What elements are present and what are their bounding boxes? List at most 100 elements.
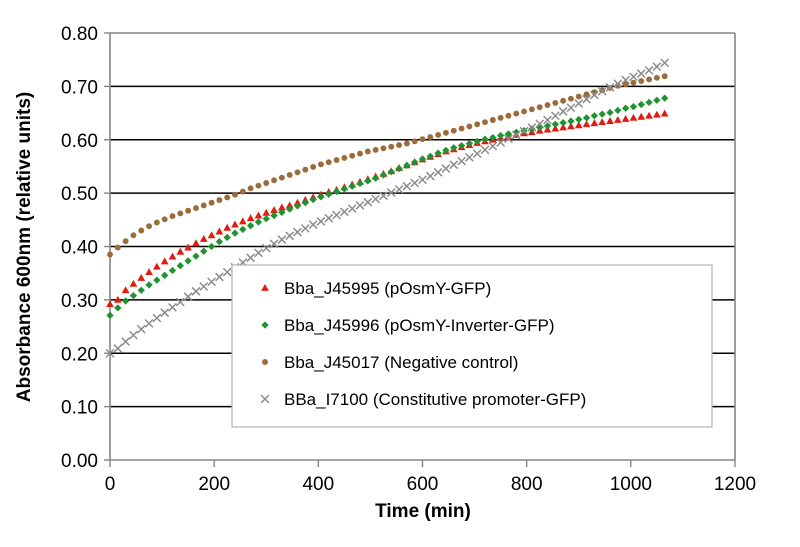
data-point [380, 145, 387, 152]
data-point [402, 181, 412, 191]
data-point [200, 247, 208, 255]
data-point [598, 118, 607, 126]
data-point [231, 229, 239, 237]
data-point [589, 90, 599, 100]
data-point [435, 132, 442, 138]
data-point [340, 185, 349, 193]
data-point [449, 160, 459, 170]
legend-item[interactable]: Bba_J45996 (pOsmY-Inverter-GFP) [261, 316, 555, 335]
data-point [457, 141, 466, 150]
x-tick-label: 400 [302, 474, 334, 495]
data-point [403, 140, 410, 147]
data-point [113, 344, 123, 353]
data-point [481, 135, 489, 143]
data-point [325, 159, 332, 166]
y-tick-label: 0.80 [61, 24, 98, 45]
data-point [341, 154, 348, 161]
data-point [364, 177, 372, 185]
y-tick-label: 0.40 [61, 238, 98, 259]
data-point [613, 79, 623, 89]
data-point [255, 182, 262, 189]
data-point [418, 175, 427, 185]
chart-legend[interactable]: Bba_J45995 (pOsmY-GFP) Bba_J45996 (pOsmY-… [231, 264, 713, 428]
data-point [285, 201, 294, 209]
data-point [129, 291, 138, 300]
data-point [575, 115, 583, 124]
legend-item[interactable]: Bba_J45017 (Negative control) [262, 353, 518, 372]
data-point [558, 107, 568, 116]
data-point [637, 112, 646, 120]
data-point [317, 161, 324, 168]
data-point [472, 149, 482, 159]
data-point [646, 76, 653, 83]
data-point [644, 65, 654, 75]
data-point [176, 262, 184, 270]
data-point [371, 194, 381, 204]
data-point [348, 182, 356, 190]
data-point [636, 69, 646, 78]
legend-item-label: Bba_J45017 (Negative control) [284, 353, 518, 372]
data-point [653, 74, 660, 81]
data-point [441, 164, 451, 173]
data-point [130, 232, 137, 239]
data-point [332, 210, 341, 220]
data-point [105, 348, 115, 358]
x-tick-label: 200 [198, 474, 230, 495]
data-point [582, 120, 591, 128]
data-point [442, 146, 450, 155]
data-point [333, 157, 340, 163]
data-point [660, 109, 669, 117]
data-point [332, 187, 341, 196]
data-point [270, 206, 278, 214]
data-point [497, 114, 504, 121]
data-point [433, 167, 443, 177]
data-point [613, 115, 622, 123]
data-point [161, 271, 169, 279]
data-point [232, 191, 238, 198]
data-point [176, 247, 185, 255]
data-point [521, 108, 528, 115]
data-point [191, 286, 201, 296]
data-point [246, 253, 256, 263]
data-point [410, 178, 420, 188]
data-point [207, 277, 216, 287]
data-point [153, 219, 160, 226]
data-point [145, 281, 153, 289]
data-point [239, 188, 246, 195]
legend-item[interactable]: Bba_J45995 (pOsmY-GFP) [261, 279, 491, 298]
data-point [286, 172, 293, 178]
data-point [590, 119, 599, 127]
data-point [145, 268, 153, 276]
data-point [598, 110, 606, 118]
y-tick-label: 0.70 [61, 77, 98, 98]
data-point [473, 137, 481, 146]
data-point [363, 197, 373, 207]
data-point [379, 191, 388, 201]
data-point [567, 122, 575, 130]
data-point [425, 171, 435, 181]
data-point [263, 180, 270, 186]
data-point [519, 126, 529, 136]
data-series-group [105, 58, 670, 358]
data-point [231, 220, 239, 228]
data-point [566, 103, 576, 113]
legend-item[interactable]: BBa_I7100 (Constitutive promoter-GFP) [260, 390, 586, 409]
legend-marker-icon [261, 283, 269, 291]
data-point [474, 121, 481, 128]
y-tick-label: 0.10 [61, 398, 98, 419]
data-point [223, 233, 231, 242]
data-point [247, 185, 254, 192]
data-point [379, 171, 388, 179]
data-point [652, 62, 662, 72]
data-point [271, 177, 278, 184]
data-point [629, 102, 638, 111]
data-point [293, 202, 302, 210]
data-point [661, 94, 669, 102]
data-point [121, 337, 131, 346]
data-point [106, 311, 114, 320]
data-point [583, 91, 590, 98]
data-point [645, 111, 653, 119]
data-point [638, 78, 645, 84]
data-point [113, 295, 122, 303]
data-point [395, 164, 403, 173]
